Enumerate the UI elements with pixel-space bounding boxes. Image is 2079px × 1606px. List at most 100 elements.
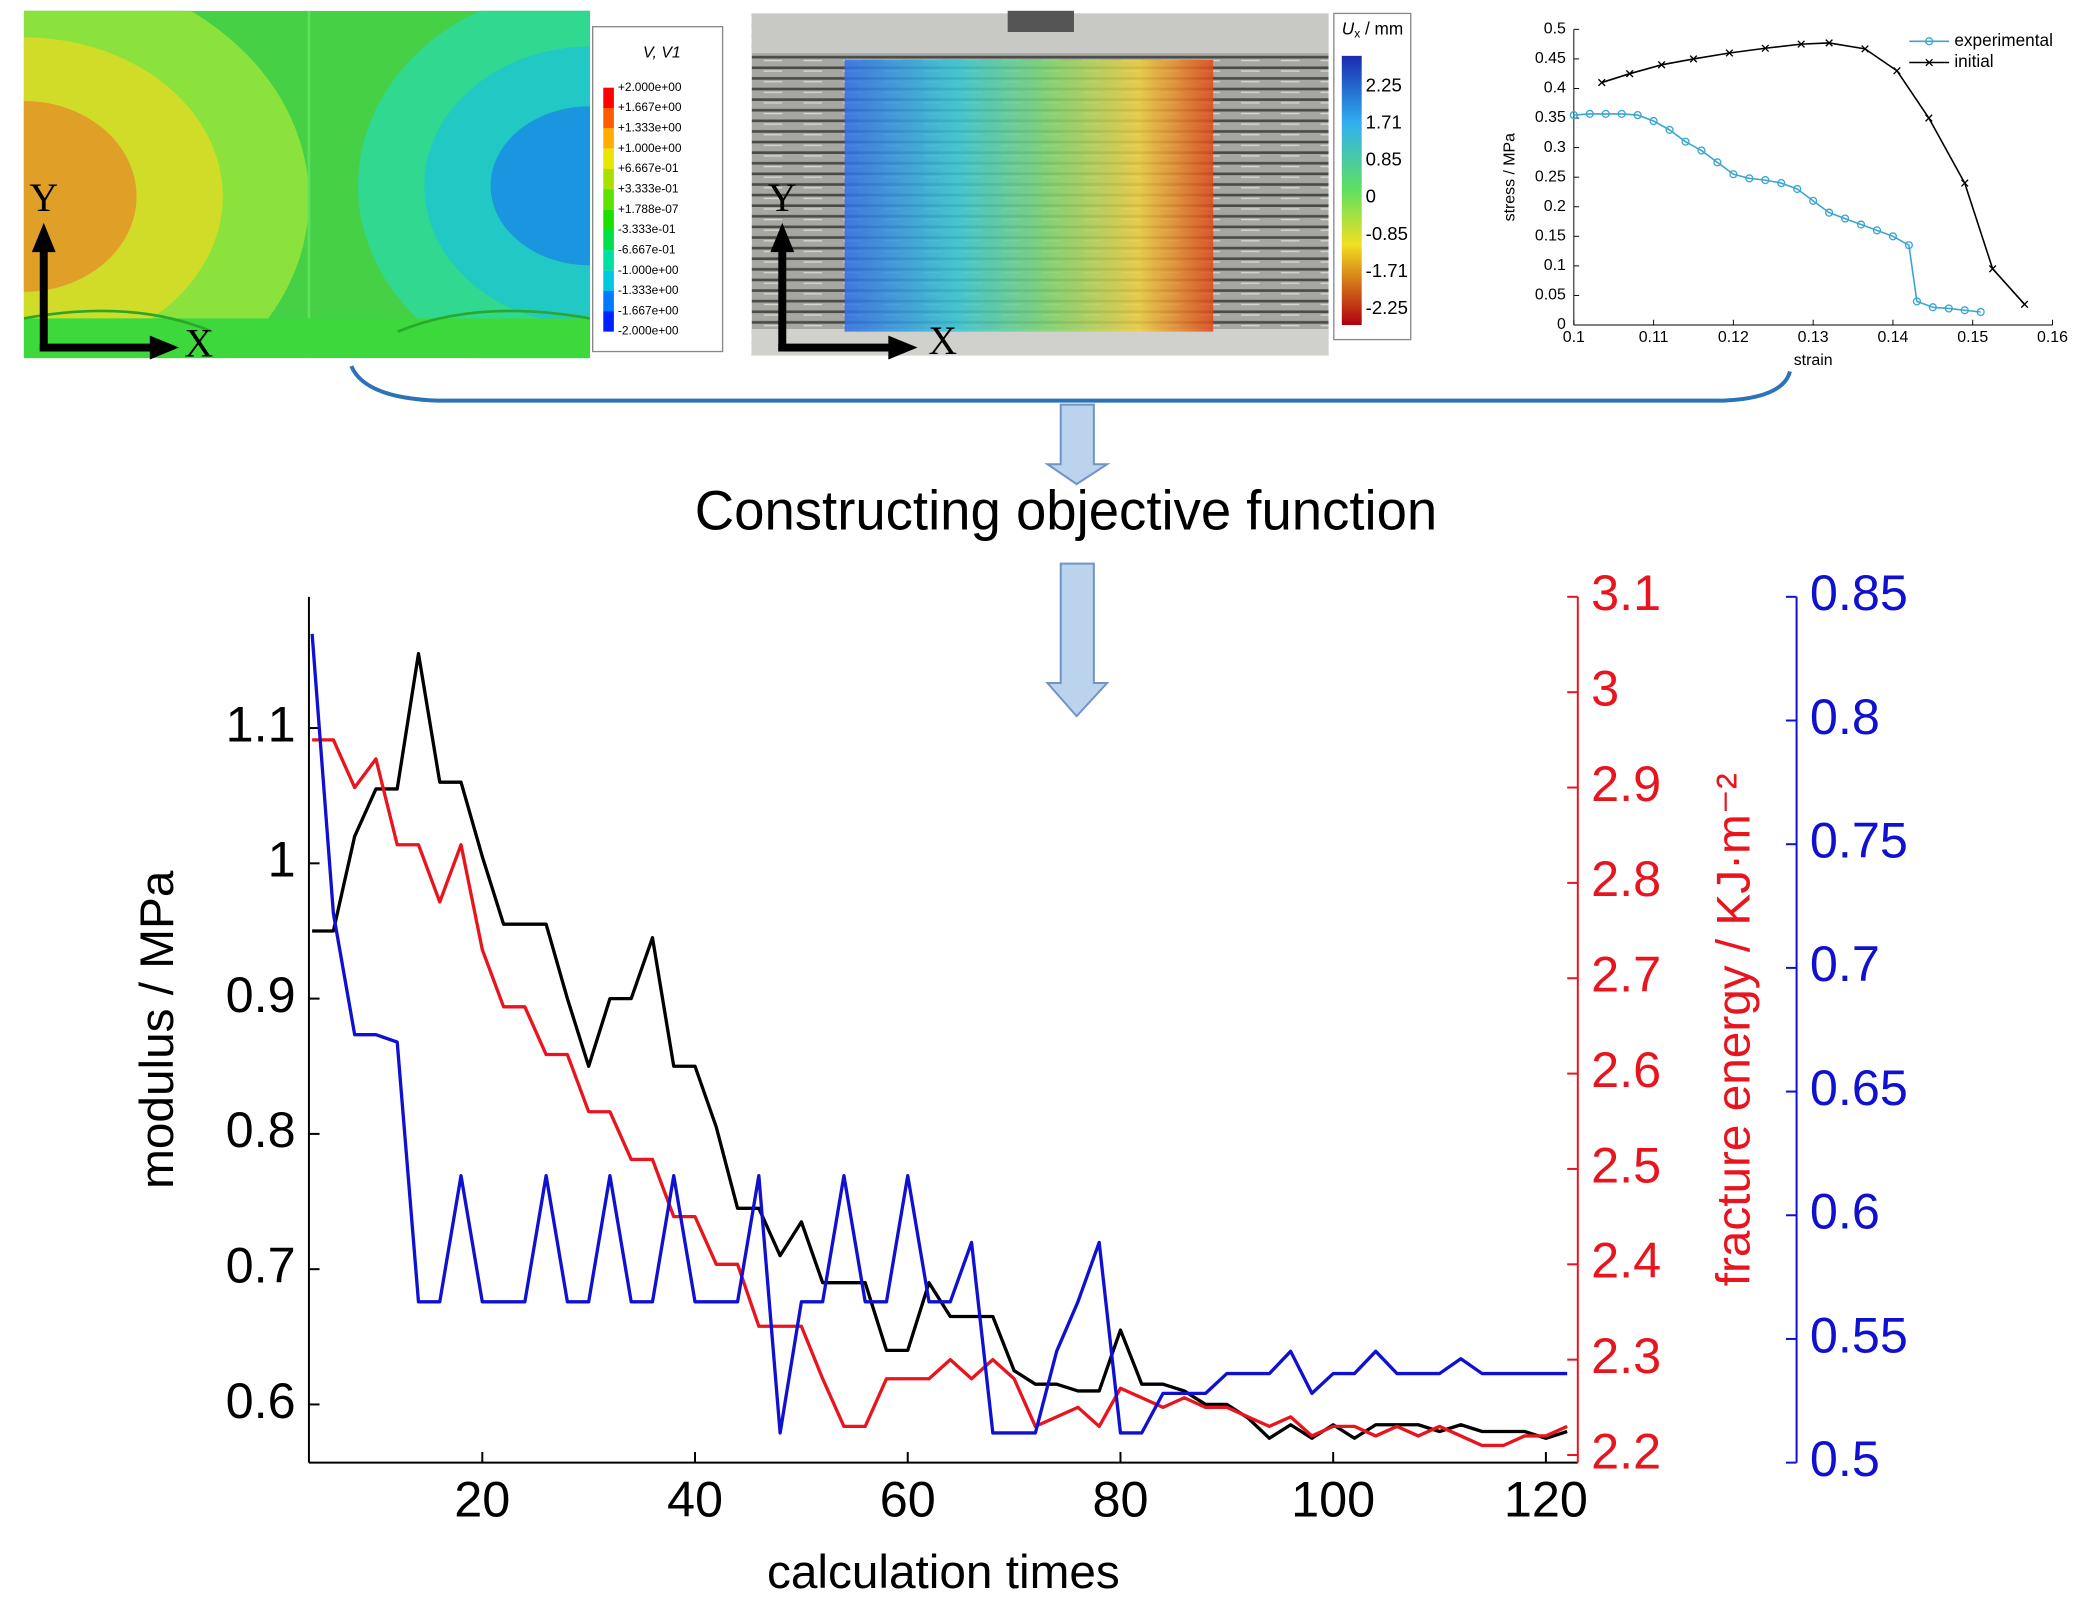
x-tick-label: 40	[667, 1470, 723, 1527]
marker	[1625, 69, 1634, 78]
marker	[1761, 44, 1770, 53]
axis-y-label: Y	[29, 176, 58, 220]
marker	[1697, 146, 1706, 155]
y2-axis-label: fracture energy / KJ·m⁻²	[1708, 773, 1761, 1286]
marker	[1649, 116, 1658, 126]
marker	[1861, 45, 1869, 53]
y-tick-label: 1	[268, 831, 296, 888]
y3-tick-label: 0.6	[1810, 1183, 1880, 1240]
bracket	[349, 365, 1792, 403]
fe-contour	[23, 10, 591, 359]
x-axis-label: strain	[1794, 352, 1833, 369]
marker	[1988, 265, 1997, 273]
legend-marker	[1925, 37, 1934, 46]
legend-label: +2.000e+00	[618, 80, 682, 94]
y-axis-label: stress / MPa	[1501, 133, 1518, 222]
y-tick-label: 0	[1557, 316, 1566, 333]
y2-tick-label: 3.1	[1591, 564, 1661, 621]
x-tick-label: 0.12	[1718, 329, 1749, 346]
legend-subscript: x	[1354, 27, 1360, 41]
y2-tick-label: 2.9	[1591, 755, 1661, 812]
legend-label: -1.000e+00	[618, 263, 679, 277]
y3-tick-label: 0.5	[1810, 1430, 1880, 1487]
legend-label: +1.000e+00	[618, 141, 682, 155]
dic-photo	[751, 10, 1329, 356]
x-tick-label: 0.13	[1798, 329, 1829, 346]
marker	[1597, 78, 1606, 87]
marker	[1912, 297, 1921, 306]
legend-labels: 2.25 1.71 0.85 0 -0.85 -1.71 -2.25	[1366, 74, 1408, 318]
flow-arrow	[1044, 403, 1111, 486]
series-line	[312, 738, 1568, 1448]
y-axis-label: modulus / MPa	[131, 870, 184, 1189]
y-tick-label: 0.9	[226, 966, 296, 1023]
legend-label: 0	[1366, 186, 1376, 207]
marker	[1872, 226, 1882, 235]
x-tick-label: 100	[1291, 1470, 1375, 1527]
x-tick-label: 0.16	[2037, 329, 2068, 346]
caption: Constructing objective function	[695, 479, 1437, 541]
legend-label: +1.667e+00	[618, 100, 682, 114]
marker	[1633, 110, 1642, 120]
y2-tick-label: 3	[1591, 659, 1619, 716]
y-tick-label: 0.8	[226, 1101, 296, 1158]
legend-label: -1.71	[1366, 260, 1408, 281]
y3-tick-label: 0.75	[1810, 812, 1908, 869]
marker	[1904, 241, 1913, 250]
y-tick-label: 0.6	[226, 1372, 296, 1429]
y-tick-label: 0.45	[1535, 50, 1566, 67]
marker	[2020, 300, 2029, 309]
y2-tick-label: 2.8	[1591, 850, 1661, 907]
legend-label: 0.85	[1366, 149, 1402, 170]
legend-symbol: U	[1342, 18, 1355, 38]
legend-label: -2.000e+00	[618, 324, 679, 338]
y3-tick-label: 0.7	[1810, 935, 1880, 992]
axis-y-label: Y	[768, 176, 797, 220]
legend-title: V, V1	[643, 44, 681, 61]
marker	[1745, 174, 1754, 183]
marker	[1797, 40, 1805, 48]
marker	[1825, 39, 1833, 47]
legend-label: -6.667e-01	[618, 242, 676, 256]
marker	[1888, 232, 1898, 241]
y-tick-label: 1.1	[226, 695, 296, 752]
y3-tick-label: 0.85	[1810, 564, 1908, 621]
colorbar	[1341, 55, 1362, 326]
marker	[1569, 110, 1578, 120]
legend-label: -2.25	[1366, 297, 1408, 318]
x-tick-label: 0.11	[1639, 329, 1669, 346]
y2-tick-label: 2.5	[1591, 1136, 1661, 1193]
marker	[1925, 114, 1933, 122]
y2-tick-label: 2.2	[1591, 1422, 1661, 1479]
flow-arrow	[1045, 562, 1110, 718]
marker	[1809, 196, 1818, 205]
x-tick-label: 120	[1504, 1470, 1588, 1527]
marker	[1777, 178, 1786, 188]
marker	[1793, 184, 1802, 194]
y-tick-label: 0.7	[226, 1236, 296, 1293]
marker	[1681, 137, 1690, 146]
marker	[1729, 170, 1738, 179]
legend-label: experimental	[1954, 30, 2053, 50]
y3-tick-label: 0.8	[1810, 688, 1880, 745]
x-tick-label: 0.14	[1877, 329, 1908, 346]
y2-tick-label: 2.4	[1591, 1232, 1661, 1289]
series-line	[312, 651, 1568, 1440]
marker	[1761, 176, 1770, 185]
legend-label: +3.333e-01	[618, 181, 679, 195]
y2-tick-label: 2.3	[1591, 1327, 1661, 1384]
axis-x-label: X	[928, 319, 957, 363]
legend-box	[592, 26, 724, 353]
marker	[1657, 61, 1666, 69]
y-tick-label: 0.2	[1544, 198, 1566, 215]
legend-label: +1.333e+00	[618, 120, 682, 134]
marker	[1617, 109, 1626, 119]
y-tick-label: 0.1	[1544, 257, 1566, 274]
x-tick-label: 0.1	[1563, 329, 1585, 346]
y3-tick-label: 0.55	[1810, 1306, 1908, 1363]
x-axis-label: calculation times	[767, 1546, 1120, 1599]
marker	[1944, 304, 1953, 313]
legend-label: -3.333e-01	[618, 222, 676, 236]
y2-tick-label: 2.7	[1591, 946, 1661, 1003]
